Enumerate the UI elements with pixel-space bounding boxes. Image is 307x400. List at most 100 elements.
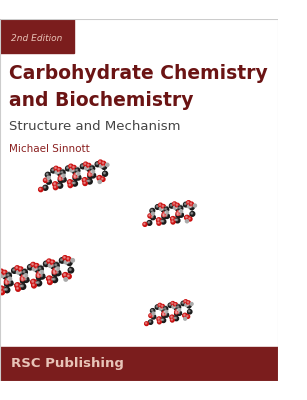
Circle shape: [48, 281, 52, 284]
Circle shape: [56, 271, 58, 273]
Circle shape: [59, 177, 60, 178]
Circle shape: [48, 260, 49, 262]
Circle shape: [52, 270, 57, 274]
Circle shape: [4, 280, 9, 284]
Circle shape: [161, 305, 163, 306]
Circle shape: [29, 266, 30, 268]
Circle shape: [177, 214, 179, 215]
Circle shape: [185, 203, 186, 205]
Circle shape: [177, 210, 181, 214]
Circle shape: [102, 162, 104, 164]
Circle shape: [162, 313, 164, 314]
Circle shape: [51, 264, 56, 269]
Circle shape: [60, 174, 64, 178]
Bar: [0, 19, 74, 54]
Circle shape: [170, 318, 174, 322]
Circle shape: [144, 223, 145, 224]
Circle shape: [80, 164, 85, 169]
Circle shape: [187, 202, 189, 203]
Circle shape: [187, 304, 191, 308]
Circle shape: [36, 282, 37, 284]
Circle shape: [12, 268, 17, 273]
Circle shape: [37, 270, 42, 275]
Circle shape: [90, 171, 91, 172]
Circle shape: [188, 217, 192, 221]
Circle shape: [161, 307, 165, 312]
Circle shape: [75, 173, 77, 174]
Circle shape: [44, 261, 49, 266]
Circle shape: [98, 176, 100, 178]
Circle shape: [66, 257, 71, 261]
Circle shape: [6, 277, 10, 282]
Circle shape: [69, 164, 73, 168]
Circle shape: [87, 163, 91, 168]
Circle shape: [103, 171, 107, 176]
Circle shape: [57, 168, 61, 172]
Circle shape: [75, 168, 80, 173]
Circle shape: [5, 281, 10, 286]
Circle shape: [21, 285, 23, 287]
Circle shape: [187, 201, 191, 205]
Circle shape: [165, 211, 169, 214]
Circle shape: [51, 168, 56, 173]
Circle shape: [162, 319, 164, 320]
Circle shape: [6, 278, 8, 280]
Circle shape: [83, 179, 85, 180]
Circle shape: [44, 186, 46, 188]
Circle shape: [7, 274, 9, 276]
Circle shape: [71, 181, 76, 186]
Circle shape: [23, 271, 25, 272]
Circle shape: [190, 206, 192, 208]
Circle shape: [68, 268, 74, 273]
Circle shape: [90, 166, 95, 171]
Circle shape: [180, 210, 183, 213]
Circle shape: [32, 280, 34, 282]
Circle shape: [55, 270, 61, 276]
Circle shape: [148, 214, 152, 218]
Circle shape: [175, 306, 176, 308]
Circle shape: [171, 220, 175, 224]
Circle shape: [39, 265, 43, 269]
Circle shape: [88, 168, 90, 169]
Circle shape: [162, 214, 167, 219]
Circle shape: [52, 264, 54, 266]
Circle shape: [165, 208, 167, 210]
Circle shape: [186, 315, 190, 318]
Circle shape: [40, 270, 44, 274]
Circle shape: [83, 181, 87, 186]
Circle shape: [68, 181, 70, 182]
Circle shape: [6, 282, 7, 284]
Circle shape: [176, 207, 178, 209]
Circle shape: [73, 170, 75, 171]
Circle shape: [185, 300, 186, 302]
Circle shape: [143, 222, 147, 226]
Circle shape: [162, 313, 166, 318]
Circle shape: [162, 220, 164, 222]
Circle shape: [21, 278, 26, 283]
Circle shape: [21, 274, 26, 279]
Circle shape: [151, 310, 153, 311]
Circle shape: [1, 291, 2, 292]
Circle shape: [187, 316, 188, 317]
Circle shape: [0, 270, 2, 272]
Circle shape: [185, 216, 187, 218]
Circle shape: [175, 219, 176, 220]
Circle shape: [71, 258, 74, 262]
Circle shape: [169, 304, 171, 306]
Circle shape: [67, 260, 72, 266]
Circle shape: [176, 305, 181, 309]
Circle shape: [21, 277, 23, 279]
Circle shape: [98, 180, 101, 184]
Circle shape: [175, 203, 179, 207]
Circle shape: [60, 258, 65, 263]
Circle shape: [62, 174, 65, 177]
Text: Structure and Mechanism: Structure and Mechanism: [9, 120, 181, 133]
Circle shape: [165, 314, 167, 315]
Circle shape: [36, 280, 42, 286]
Circle shape: [165, 206, 168, 210]
Circle shape: [38, 266, 43, 272]
Circle shape: [145, 322, 148, 326]
Circle shape: [58, 178, 63, 182]
Circle shape: [47, 180, 49, 182]
Circle shape: [157, 320, 161, 324]
